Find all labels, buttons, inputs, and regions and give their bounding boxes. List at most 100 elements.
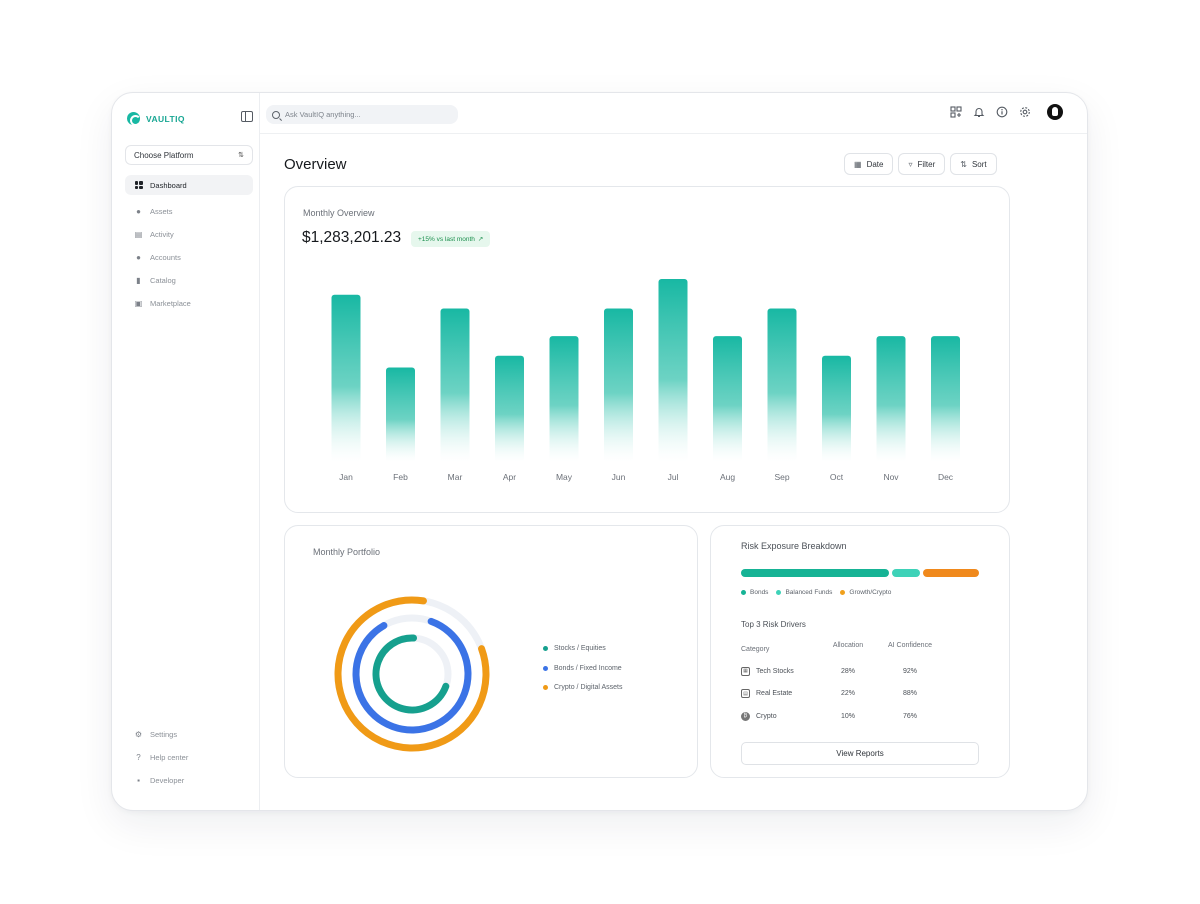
sidebar-item-accounts[interactable]: ●​ Accounts (125, 247, 253, 267)
ring-bonds[interactable] (340, 602, 484, 746)
x-tick-label: Feb (393, 472, 408, 482)
risk-stacked-bar (741, 569, 979, 577)
brand[interactable]: VAULTIQ (127, 112, 185, 126)
book-icon: ▮ (136, 276, 141, 286)
bar-jan[interactable] (331, 294, 361, 462)
legend-label: Growth/Crypto (849, 589, 892, 596)
shopping-bag-icon: ▣ (134, 299, 143, 309)
sidebar-item-activity[interactable]: ▤ Activity (125, 224, 253, 244)
sidebar-item-settings[interactable]: ⚙ Settings (125, 724, 253, 744)
info-icon[interactable] (995, 106, 1008, 119)
platform-select-label: Choose Platform (134, 150, 194, 160)
sidebar-nav: Dashboard ● Assets ▤ Activity ●​ Account… (125, 175, 253, 317)
monthly-portfolio-card: Monthly Portfolio Stocks / Equities Bond… (284, 525, 698, 778)
sidebar-item-help-center[interactable]: ? Help center (125, 747, 253, 767)
sidebar-toggle-icon[interactable] (241, 111, 253, 122)
legend-dot (840, 590, 846, 595)
sidebar-item-label: Accounts (150, 252, 181, 262)
sort-button[interactable]: ⇅ Sort (950, 153, 997, 175)
date-button[interactable]: ▦ Date (844, 153, 894, 175)
bar-sep[interactable] (767, 308, 797, 462)
x-tick-label: Dec (938, 472, 954, 482)
legend-item: Stocks / Equities (543, 645, 622, 652)
sidebar-item-label: Help center (150, 752, 189, 762)
bar-nov[interactable] (876, 336, 906, 462)
bar-jun[interactable] (604, 308, 633, 462)
sort-icon: ⇅ (960, 159, 967, 169)
filter-button[interactable]: ▿ Filter (898, 153, 946, 175)
row-category: Crypto (756, 712, 777, 720)
bitcoin-icon: ₿ (741, 711, 750, 721)
risk-segment-growth-crypto[interactable] (923, 569, 979, 577)
bar-may[interactable] (549, 336, 579, 462)
question-icon: ? (136, 752, 141, 762)
bar-feb[interactable] (386, 367, 415, 462)
ring-crypto[interactable] (317, 579, 507, 769)
platform-select[interactable]: Choose Platform ⇅ (125, 145, 253, 165)
trend-up-icon: ↗ (477, 236, 484, 243)
legend-label: Bonds / Fixed Income (554, 664, 622, 672)
view-reports-button[interactable]: View Reports (741, 742, 979, 765)
apps-add-icon[interactable] (949, 106, 962, 119)
date-button-label: Date (866, 159, 884, 169)
avatar[interactable] (1047, 104, 1063, 120)
sidebar-item-label: Developer (150, 775, 185, 785)
search-icon (272, 110, 280, 119)
x-tick-label: Jun (612, 472, 626, 482)
portfolio-ring-chart (317, 579, 507, 769)
gear-icon[interactable] (1018, 106, 1031, 119)
top-bar (260, 93, 1087, 134)
sidebar-item-marketplace[interactable]: ▣ Marketplace (125, 294, 253, 314)
table-row[interactable]: ▦ Tech Stocks 28% 92% (741, 660, 981, 683)
monthly-overview-value: $1,283,201.23 (302, 229, 402, 246)
filter-button-label: Filter (917, 159, 936, 169)
risk-segment-balanced-funds[interactable] (892, 569, 921, 577)
bar-oct[interactable] (822, 355, 851, 462)
growth-badge-label: +15% vs last month (418, 235, 475, 243)
table-row[interactable]: ₿ Crypto 10% 76% (741, 705, 981, 728)
sidebar-item-label: Settings (150, 729, 178, 739)
risk-exposure-card: Risk Exposure Breakdown Bonds Balanced F… (710, 525, 1010, 778)
growth-badge: +15% vs last month ↗ (411, 231, 491, 247)
bar-dec[interactable] (931, 336, 960, 462)
row-allocation: 22% (840, 690, 855, 698)
table-row[interactable]: ▤ Real Estate 22% 88% (741, 683, 981, 706)
chip-icon: ▦ (741, 666, 750, 676)
x-tick-label: Sep (774, 472, 789, 482)
bar-aug[interactable] (713, 336, 742, 462)
risk-segment-bonds[interactable] (741, 569, 890, 577)
bar-jul[interactable] (658, 279, 688, 462)
row-allocation: 28% (840, 667, 855, 675)
legend-dot (543, 646, 548, 651)
money-bag-icon: ● (136, 206, 141, 216)
risk-exposure-title: Risk Exposure Breakdown (741, 541, 847, 551)
row-allocation: 10% (840, 712, 855, 720)
sidebar-bottom-nav: ⚙ Settings ? Help center ▪ Developer (125, 724, 253, 794)
ring-stocks[interactable] (366, 628, 458, 720)
chart-icon: ▤ (134, 229, 143, 239)
row-confidence: 88% (902, 690, 917, 698)
monthly-overview-title: Monthly Overview (303, 208, 375, 218)
search-bar[interactable] (266, 105, 458, 124)
vaultiq-logo-icon (127, 112, 141, 126)
x-tick-label: May (556, 472, 573, 482)
sidebar-item-assets[interactable]: ● Assets (125, 201, 253, 221)
bar-mar[interactable] (440, 308, 470, 462)
gear-icon: ⚙ (134, 729, 143, 739)
search-input[interactable] (285, 110, 445, 119)
column-header: Category (741, 645, 770, 653)
sort-button-label: Sort (971, 159, 987, 169)
bar-apr[interactable] (495, 355, 524, 462)
risk-legend: Bonds Balanced Funds Growth/Crypto (741, 589, 891, 596)
legend-dot (543, 685, 548, 690)
table-header: Category Allocation AI Confidence (741, 642, 981, 656)
sidebar-item-catalog[interactable]: ▮ Catalog (125, 271, 253, 291)
column-header: Allocation (832, 642, 864, 649)
sidebar-item-dashboard[interactable]: Dashboard (125, 175, 253, 195)
brand-name: VAULTIQ (146, 113, 185, 124)
filter-icon: ▿ (908, 159, 913, 169)
sidebar-item-developer[interactable]: ▪ Developer (125, 770, 253, 790)
bell-icon[interactable] (972, 106, 985, 119)
x-tick-label: Aug (720, 472, 735, 482)
legend-label: Crypto / Digital Assets (554, 684, 623, 691)
